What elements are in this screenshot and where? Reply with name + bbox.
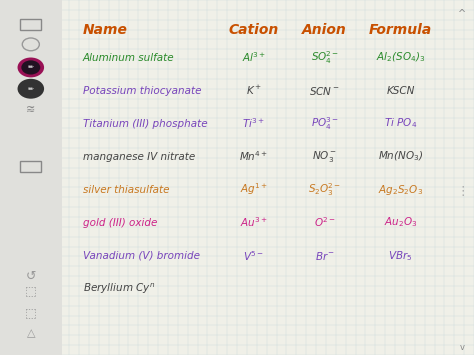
Text: ^: ^	[458, 9, 466, 19]
Text: v: v	[460, 343, 465, 353]
Text: O$^{2-}$: O$^{2-}$	[314, 216, 336, 229]
Text: Beryllium Cy$^n$: Beryllium Cy$^n$	[83, 282, 155, 296]
Text: ✏: ✏	[28, 86, 34, 92]
Text: manganese IV nitrate: manganese IV nitrate	[83, 152, 195, 162]
Text: SCN$^-$: SCN$^-$	[310, 84, 340, 97]
Text: Ti$^{3+}$: Ti$^{3+}$	[242, 117, 265, 130]
Text: ≋: ≋	[26, 105, 36, 115]
Text: silver thiasulfate: silver thiasulfate	[83, 185, 169, 195]
Text: Name: Name	[83, 23, 128, 37]
Text: Formula: Formula	[369, 23, 432, 37]
Text: Anion: Anion	[302, 23, 347, 37]
Text: NO$_3^-$: NO$_3^-$	[312, 149, 337, 164]
Text: Cation: Cation	[228, 23, 279, 37]
Text: Potassium thiocyanate: Potassium thiocyanate	[83, 86, 201, 95]
Text: K$^+$: K$^+$	[246, 84, 262, 97]
Text: VBr$_5$: VBr$_5$	[388, 249, 413, 262]
Text: Au$_2$O$_3$: Au$_2$O$_3$	[384, 216, 417, 229]
Text: ⋮: ⋮	[456, 185, 468, 198]
Bar	[0, 0, 62, 355]
Circle shape	[18, 79, 44, 99]
Text: Mn$^{4+}$: Mn$^{4+}$	[239, 150, 268, 163]
Circle shape	[18, 58, 44, 77]
Circle shape	[21, 60, 40, 75]
Text: Ti PO$_4$: Ti PO$_4$	[384, 117, 417, 130]
Text: PO$_4^{3-}$: PO$_4^{3-}$	[311, 115, 338, 132]
Text: SO$_4^{2-}$: SO$_4^{2-}$	[310, 49, 339, 66]
Text: ↺: ↺	[26, 271, 36, 283]
Text: Al$_2$(SO$_4$)$_3$: Al$_2$(SO$_4$)$_3$	[376, 51, 425, 64]
Text: ⬚: ⬚	[25, 306, 36, 319]
Text: Ag$^{1+}$: Ag$^{1+}$	[240, 182, 267, 197]
Text: gold (III) oxide: gold (III) oxide	[83, 218, 157, 228]
Text: V$^{5-}$: V$^{5-}$	[243, 249, 264, 262]
Text: KSCN: KSCN	[386, 86, 415, 95]
Text: S$_2$O$_3^{2-}$: S$_2$O$_3^{2-}$	[308, 181, 341, 198]
Text: △: △	[27, 329, 35, 339]
Text: Ag$_2$S$_2$O$_3$: Ag$_2$S$_2$O$_3$	[378, 182, 423, 197]
Text: Au$^{3+}$: Au$^{3+}$	[240, 216, 267, 229]
Text: Al$^{3+}$: Al$^{3+}$	[242, 51, 265, 64]
Text: ✏: ✏	[28, 65, 34, 70]
Text: Br$^-$: Br$^-$	[315, 250, 335, 262]
Text: Aluminum sulfate: Aluminum sulfate	[83, 53, 174, 62]
Text: ⬚: ⬚	[25, 285, 36, 297]
Text: Vanadium (V) bromide: Vanadium (V) bromide	[83, 251, 200, 261]
Text: Mn(NO$_3$): Mn(NO$_3$)	[378, 150, 423, 163]
Text: Titanium (III) phosphate: Titanium (III) phosphate	[83, 119, 208, 129]
